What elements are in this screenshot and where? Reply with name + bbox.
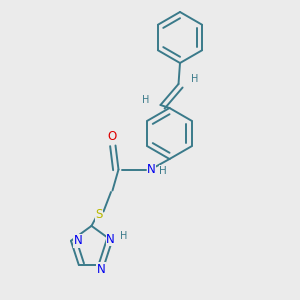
Text: N: N: [106, 233, 115, 246]
Text: H: H: [120, 231, 128, 241]
Text: O: O: [108, 130, 117, 143]
Text: N: N: [97, 263, 106, 276]
Text: N: N: [74, 234, 83, 247]
Text: H: H: [142, 94, 149, 105]
Text: N: N: [147, 163, 156, 176]
Text: S: S: [95, 208, 103, 221]
Text: H: H: [159, 166, 167, 176]
Text: H: H: [191, 74, 199, 84]
